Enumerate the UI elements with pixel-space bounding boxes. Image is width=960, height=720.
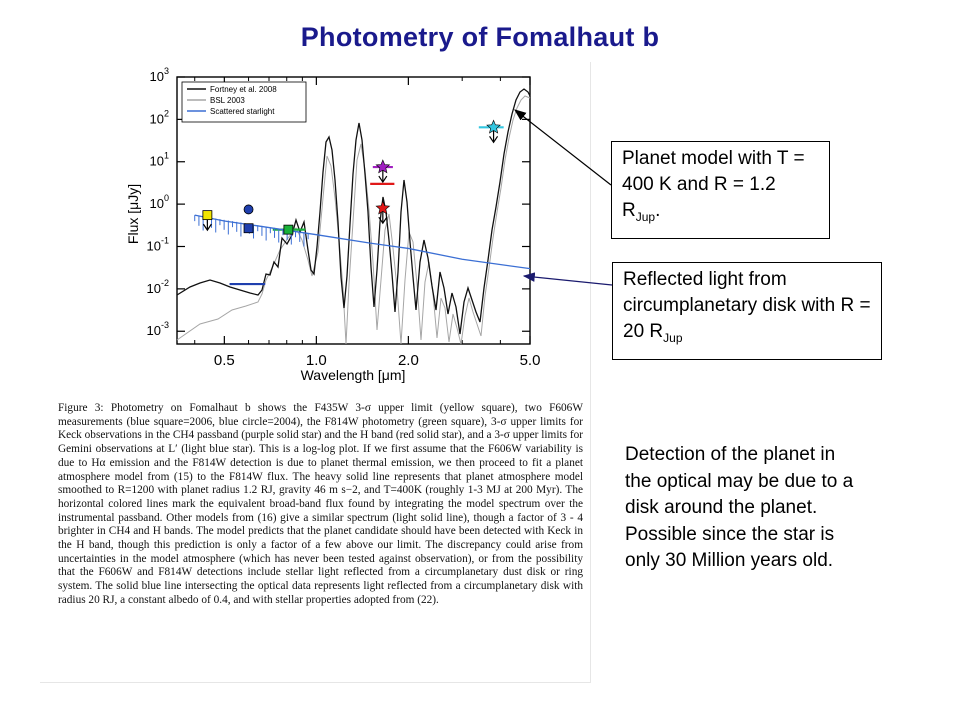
x-axis-label: Wavelength [μm] [301,367,406,383]
figure-panel: Fortney et al. 2008 BSL 2003 Scattered sta… [40,62,591,683]
planet-model-period: . [655,200,661,221]
keck-h-band-3-upper-limit-limit-arrow [378,216,388,225]
keck-h-band-3-upper-limit-marker [375,200,391,215]
y-tick-label: 10-1 [147,235,169,253]
scattered-starlight-line [194,214,531,270]
legend-entry: Fortney et al. 2008 [210,85,277,94]
planet-model-text: Planet model with T = 400 K and R = 1.2 … [622,148,805,221]
keck-ch4-3-upper-limit-limit-arrow [378,175,388,184]
figure-caption: Figure 3: Photometry on Fomalhaut b show… [58,402,583,606]
y-tick-label: 10-2 [147,278,169,296]
planet-model-subscript: Jup [635,209,656,224]
y-tick-label: 102 [150,108,169,126]
f606w-2004-marker [243,204,254,215]
y-tick-label: 10-3 [147,320,169,338]
y-tick-label: 101 [150,151,169,169]
points-layer [202,119,501,235]
x-tick-label: 0.5 [214,352,235,369]
reflected-light-text: Reflected light from circumplanetary dis… [623,269,871,342]
x-tick-label: 1.0 [306,352,327,369]
fortney-2008-curve [176,88,531,335]
reflected-light-callout: Reflected light from circumplanetary dis… [612,262,882,360]
gemini-l-3-upper-limit-marker [486,119,501,134]
f606w-2006-marker [243,223,254,234]
spectrum-plot: Fortney et al. 2008 BSL 2003 Scattered sta… [125,66,541,383]
legend-entry: BSL 2003 [210,96,245,105]
x-tick-labels: 0.5 1.0 2.0 5.0 [214,352,541,369]
legend: Fortney et al. 2008 BSL 2003 Scattered sta… [181,81,307,123]
f814w-marker [283,224,294,235]
y-tick-label: 103 [150,66,169,84]
legend-entry: Scattered starlight [210,107,275,116]
slide-title: Photometry of Fomalhaut b [300,22,660,52]
f435w-3-upper-limit-marker [202,210,213,221]
gemini-l-3-upper-limit-limit-arrow [489,135,499,144]
y-tick-labels: 10-3 10-2 10-1 100 101 102 103 [147,66,169,338]
reflected-light-subscript: Jup [663,330,683,345]
y-tick-label: 100 [150,193,169,211]
detection-note: Detection of the planet in the optical m… [625,444,854,571]
planet-model-callout: Planet model with T = 400 K and R = 1.2 … [611,141,830,239]
x-tick-label: 2.0 [398,352,419,369]
y-axis-label: Flux [μJy] [125,184,141,244]
f435w-3-upper-limit-limit-arrow [202,223,212,232]
keck-ch4-3-upper-limit-marker [375,159,391,174]
x-tick-label: 5.0 [520,352,541,369]
